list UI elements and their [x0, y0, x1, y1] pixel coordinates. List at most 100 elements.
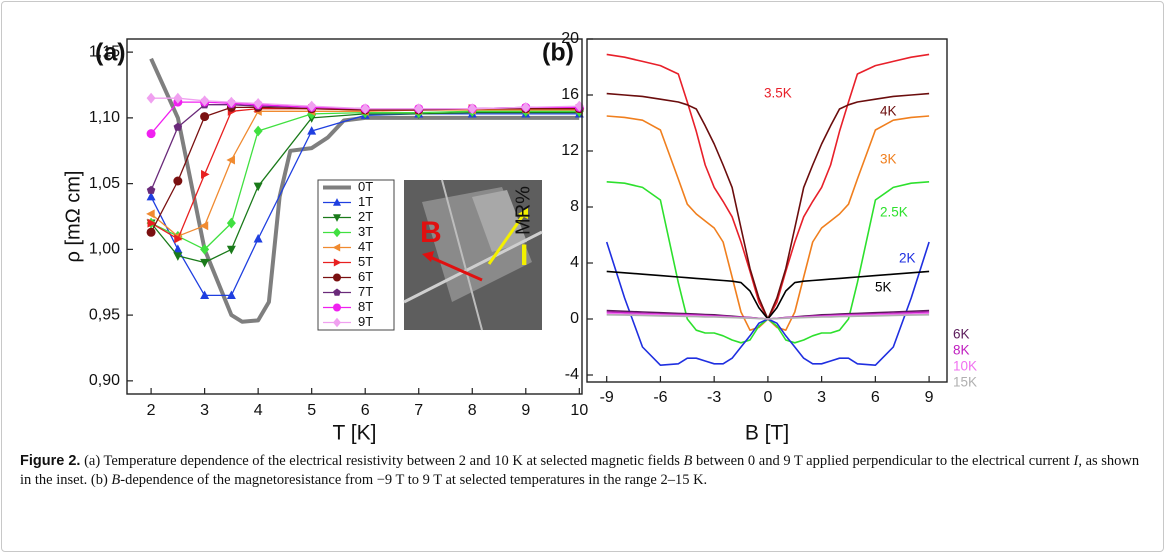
- plot-frame: [586, 38, 948, 383]
- series-line: [605, 241, 930, 366]
- marker: [226, 155, 235, 165]
- series-line: [149, 57, 580, 324]
- marker: [146, 209, 155, 219]
- series-label: 6K: [953, 327, 970, 342]
- y-tick-label: 12: [561, 142, 579, 159]
- y-axis-label: ρ [mΩ cm]: [62, 171, 84, 263]
- legend-label: 8T: [358, 299, 373, 314]
- y-tick-label: 16: [561, 86, 579, 103]
- marker: [414, 103, 424, 115]
- legend-marker: [333, 198, 341, 206]
- inset-wire: [441, 179, 483, 331]
- marker: [146, 227, 156, 237]
- x-tick-label: 6: [871, 389, 880, 406]
- marker: [173, 92, 183, 104]
- x-tick-label: 8: [468, 402, 477, 419]
- marker: [467, 103, 477, 115]
- marker: [253, 182, 263, 192]
- y-tick-label: -4: [565, 366, 579, 383]
- marker: [173, 252, 183, 261]
- legend-marker: [333, 273, 341, 282]
- marker: [173, 244, 183, 253]
- legend-marker: [332, 243, 341, 252]
- legend-box: [317, 179, 395, 331]
- series-label: 2.5K: [880, 205, 908, 220]
- marker: [360, 103, 370, 115]
- caption-text: between 0 and 9 T applied perpendicular …: [692, 453, 1074, 469]
- marker: [200, 290, 210, 299]
- panel-label: (a): [95, 39, 126, 67]
- inset-pad: [472, 190, 527, 252]
- x-tick-label: 4: [254, 402, 263, 419]
- y-tick-label: 1,10: [89, 109, 120, 126]
- inset-arrow-b: [429, 255, 483, 282]
- plot-frame: [126, 38, 583, 395]
- marker: [201, 169, 210, 179]
- y-axis-label: MR%: [512, 186, 534, 235]
- x-tick-label: 10: [570, 402, 588, 419]
- marker: [173, 176, 183, 186]
- y-tick-label: 0,95: [89, 306, 120, 323]
- y-tick-label: 0: [570, 310, 579, 327]
- marker: [200, 243, 210, 255]
- x-axis-label: T [K]: [333, 422, 377, 445]
- marker: [200, 95, 210, 107]
- legend-marker: [333, 303, 341, 312]
- caption-text: B: [683, 453, 693, 469]
- x-tick-label: 0: [763, 389, 772, 406]
- caption-text: B: [111, 472, 121, 488]
- marker: [174, 234, 183, 244]
- marker: [253, 125, 263, 137]
- marker: [173, 122, 183, 131]
- marker: [226, 217, 236, 229]
- x-axis-label: B [T]: [745, 422, 789, 445]
- panel-label: (b): [542, 39, 574, 67]
- marker: [200, 258, 210, 268]
- marker: [199, 221, 209, 231]
- series-label: 3.5K: [764, 86, 792, 101]
- caption-label: Figure 2.: [20, 453, 81, 469]
- marker: [146, 185, 156, 194]
- charts: (a) T [K] ρ [mΩ cm] 0,90 0,95 1,00 1,05 1,10 1,1…: [62, 30, 977, 445]
- legend-marker: [333, 214, 341, 222]
- inset-label-b: B: [420, 216, 442, 249]
- marker: [147, 218, 157, 228]
- marker: [253, 233, 263, 243]
- marker: [226, 96, 236, 108]
- series-label: 2K: [899, 251, 916, 266]
- y-tick-label: 1,15: [89, 43, 120, 60]
- caption-text: I: [1073, 453, 1079, 469]
- y-tick-label: 4: [570, 254, 579, 271]
- y-tick-label: 1,00: [89, 241, 120, 258]
- x-tick-label: 3: [817, 389, 826, 406]
- series-label: 15K: [953, 375, 977, 390]
- x-tick-label: -6: [653, 389, 667, 406]
- marker: [146, 92, 156, 104]
- series-label: 5K: [875, 280, 892, 295]
- legend-marker: [333, 227, 341, 238]
- legend-label: 5T: [358, 254, 373, 269]
- marker: [226, 290, 236, 299]
- caption: Figure 2. (a) Temperature dependence of …: [20, 452, 1145, 490]
- inset-arrow-i: [487, 213, 526, 265]
- marker: [521, 101, 531, 113]
- marker: [146, 129, 156, 139]
- legend-marker: [333, 317, 341, 328]
- series-label: 4K: [880, 104, 897, 119]
- marker: [226, 245, 236, 255]
- legend-marker: [333, 288, 341, 296]
- x-tick-label: 2: [147, 402, 156, 419]
- inset-arrowhead: [422, 251, 434, 262]
- series-label: 10K: [953, 359, 977, 374]
- x-tick-label: -3: [707, 389, 721, 406]
- x-tick-label: 9: [521, 402, 530, 419]
- marker: [307, 100, 317, 112]
- x-tick-label: 7: [414, 402, 423, 419]
- inset-arrowhead: [518, 208, 528, 219]
- y-tick-label: 0,90: [89, 372, 120, 389]
- caption-text: , as shown in the inset. (b): [20, 453, 1140, 488]
- marker: [200, 112, 210, 122]
- legend-label: 0T: [358, 179, 373, 194]
- marker: [253, 98, 263, 109]
- inset-label-i: I: [520, 239, 528, 272]
